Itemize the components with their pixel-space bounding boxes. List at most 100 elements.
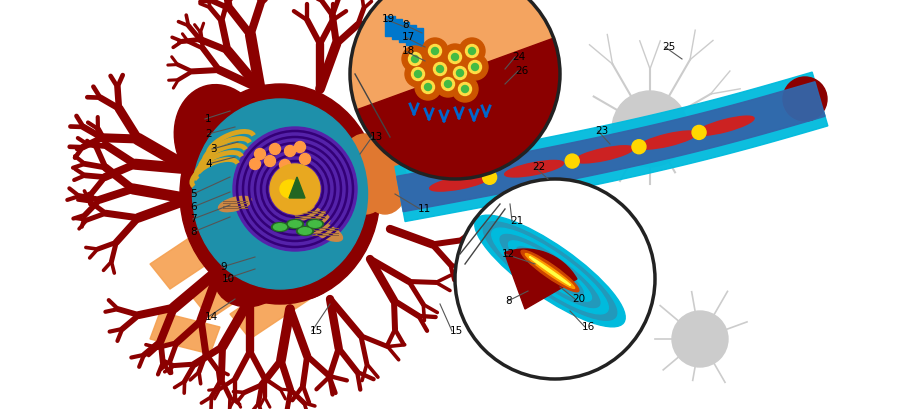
Circle shape xyxy=(411,67,425,81)
Circle shape xyxy=(472,63,479,70)
Ellipse shape xyxy=(508,241,591,301)
Ellipse shape xyxy=(286,220,303,229)
Text: 23: 23 xyxy=(595,126,608,136)
Text: 1: 1 xyxy=(205,114,212,124)
Ellipse shape xyxy=(529,256,571,285)
Ellipse shape xyxy=(290,204,330,225)
Ellipse shape xyxy=(219,196,251,212)
Circle shape xyxy=(459,38,485,64)
Wedge shape xyxy=(356,38,560,179)
Circle shape xyxy=(783,77,827,121)
Polygon shape xyxy=(230,274,310,339)
Text: 12: 12 xyxy=(502,249,515,259)
Circle shape xyxy=(442,77,454,90)
Circle shape xyxy=(415,74,441,100)
Text: 25: 25 xyxy=(662,42,675,52)
Polygon shape xyxy=(392,19,402,39)
Circle shape xyxy=(462,85,469,92)
Text: 8: 8 xyxy=(402,20,409,30)
Circle shape xyxy=(442,44,468,70)
Ellipse shape xyxy=(429,175,489,191)
Circle shape xyxy=(421,81,435,94)
Polygon shape xyxy=(406,25,416,45)
Circle shape xyxy=(411,56,418,63)
Circle shape xyxy=(632,140,646,154)
Circle shape xyxy=(672,311,728,367)
Text: 20: 20 xyxy=(572,294,585,304)
Ellipse shape xyxy=(180,84,380,304)
Circle shape xyxy=(405,61,431,87)
Ellipse shape xyxy=(639,131,697,149)
Polygon shape xyxy=(399,22,409,42)
Circle shape xyxy=(462,54,488,80)
Circle shape xyxy=(265,155,275,166)
Circle shape xyxy=(300,153,310,164)
Circle shape xyxy=(452,76,478,102)
Circle shape xyxy=(427,56,453,82)
Circle shape xyxy=(435,71,461,97)
Text: 15: 15 xyxy=(310,326,323,336)
Text: 10: 10 xyxy=(222,274,235,284)
Circle shape xyxy=(409,52,421,65)
Text: 26: 26 xyxy=(515,66,528,76)
Text: 4: 4 xyxy=(205,159,212,169)
Ellipse shape xyxy=(296,227,313,236)
Text: 24: 24 xyxy=(512,52,526,62)
Text: 8: 8 xyxy=(190,227,196,237)
Circle shape xyxy=(431,47,438,54)
Ellipse shape xyxy=(175,85,266,193)
Circle shape xyxy=(465,45,479,58)
Circle shape xyxy=(447,60,473,86)
Ellipse shape xyxy=(483,222,616,320)
Wedge shape xyxy=(350,0,554,110)
Ellipse shape xyxy=(272,222,289,231)
Ellipse shape xyxy=(193,99,367,289)
Ellipse shape xyxy=(363,154,408,214)
Ellipse shape xyxy=(500,234,600,308)
Polygon shape xyxy=(190,254,270,319)
Wedge shape xyxy=(505,249,577,309)
Circle shape xyxy=(284,146,295,157)
Circle shape xyxy=(269,144,281,155)
Circle shape xyxy=(612,91,688,167)
Circle shape xyxy=(428,45,442,58)
Circle shape xyxy=(270,164,320,214)
Ellipse shape xyxy=(289,221,302,227)
Text: 14: 14 xyxy=(205,312,218,322)
Ellipse shape xyxy=(491,228,608,314)
Text: 11: 11 xyxy=(418,204,431,214)
Ellipse shape xyxy=(505,160,563,177)
Polygon shape xyxy=(150,224,230,289)
Polygon shape xyxy=(397,82,825,212)
Circle shape xyxy=(294,142,305,153)
Ellipse shape xyxy=(309,221,321,227)
Ellipse shape xyxy=(299,228,311,234)
Ellipse shape xyxy=(307,220,323,229)
Text: 22: 22 xyxy=(532,162,545,172)
Polygon shape xyxy=(395,72,828,222)
Text: 18: 18 xyxy=(402,46,415,56)
Circle shape xyxy=(448,50,462,63)
Circle shape xyxy=(458,83,472,95)
Polygon shape xyxy=(385,16,395,36)
Circle shape xyxy=(255,148,266,160)
Text: 8: 8 xyxy=(505,296,511,306)
Circle shape xyxy=(436,65,444,72)
Circle shape xyxy=(249,159,260,169)
Text: 2: 2 xyxy=(205,129,212,139)
Ellipse shape xyxy=(308,221,343,241)
Text: 15: 15 xyxy=(450,326,464,336)
Circle shape xyxy=(452,54,458,61)
Text: 19: 19 xyxy=(382,14,395,24)
Circle shape xyxy=(692,126,706,139)
Circle shape xyxy=(425,83,431,90)
Text: 7: 7 xyxy=(190,214,196,224)
Text: 3: 3 xyxy=(210,144,217,154)
Circle shape xyxy=(565,154,580,168)
Ellipse shape xyxy=(575,146,634,163)
Text: 17: 17 xyxy=(402,32,415,42)
Ellipse shape xyxy=(338,134,392,214)
Ellipse shape xyxy=(275,187,364,272)
Circle shape xyxy=(455,179,655,379)
Ellipse shape xyxy=(521,250,579,292)
